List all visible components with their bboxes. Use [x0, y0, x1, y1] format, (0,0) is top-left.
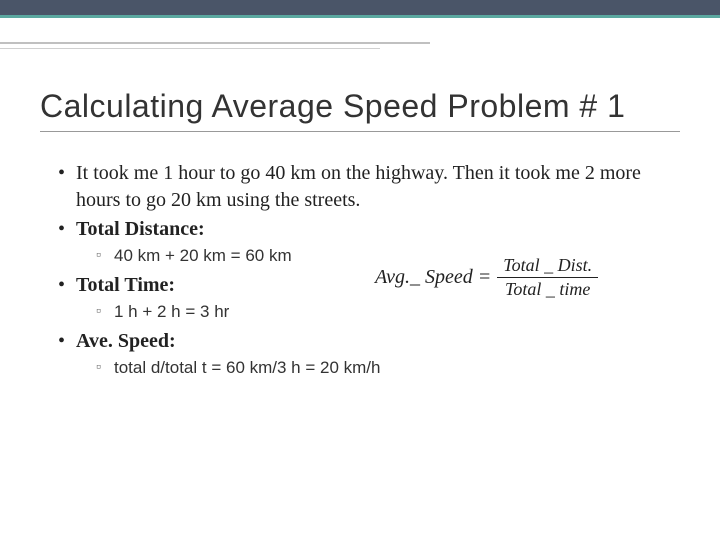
- total-time-label: Total Time:: [76, 274, 175, 296]
- bullet-problem: It took me 1 hour to go 40 km on the hig…: [58, 160, 680, 214]
- formula: Avg._ Speed = Total _ Dist. Total _ time: [375, 255, 675, 300]
- formula-numerator: Total _ Dist.: [497, 255, 598, 278]
- formula-denominator: Total _ time: [499, 278, 596, 300]
- slide-title: Calculating Average Speed Problem # 1: [40, 88, 680, 125]
- accent-line: [0, 42, 430, 44]
- problem-text: It took me 1 hour to go 40 km on the hig…: [76, 162, 641, 211]
- formula-fraction: Total _ Dist. Total _ time: [497, 255, 598, 300]
- total-time-calc: 1 h + 2 h = 3 hr: [96, 301, 680, 324]
- slide-top-bar: [0, 0, 720, 18]
- title-underline: [40, 131, 680, 132]
- slide-content: Calculating Average Speed Problem # 1 It…: [0, 18, 720, 404]
- sub-list-time: 1 h + 2 h = 3 hr: [76, 301, 680, 324]
- formula-lhs: Avg._ Speed =: [375, 266, 491, 289]
- sub-list-speed: total d/total t = 60 km/3 h = 20 km/h: [76, 357, 680, 380]
- bullet-ave-speed: Ave. Speed: total d/total t = 60 km/3 h …: [58, 328, 680, 380]
- ave-speed-calc: total d/total t = 60 km/3 h = 20 km/h: [96, 357, 680, 380]
- accent-line-2: [0, 48, 380, 49]
- total-distance-label: Total Distance:: [76, 218, 205, 240]
- ave-speed-label: Ave. Speed:: [76, 330, 176, 352]
